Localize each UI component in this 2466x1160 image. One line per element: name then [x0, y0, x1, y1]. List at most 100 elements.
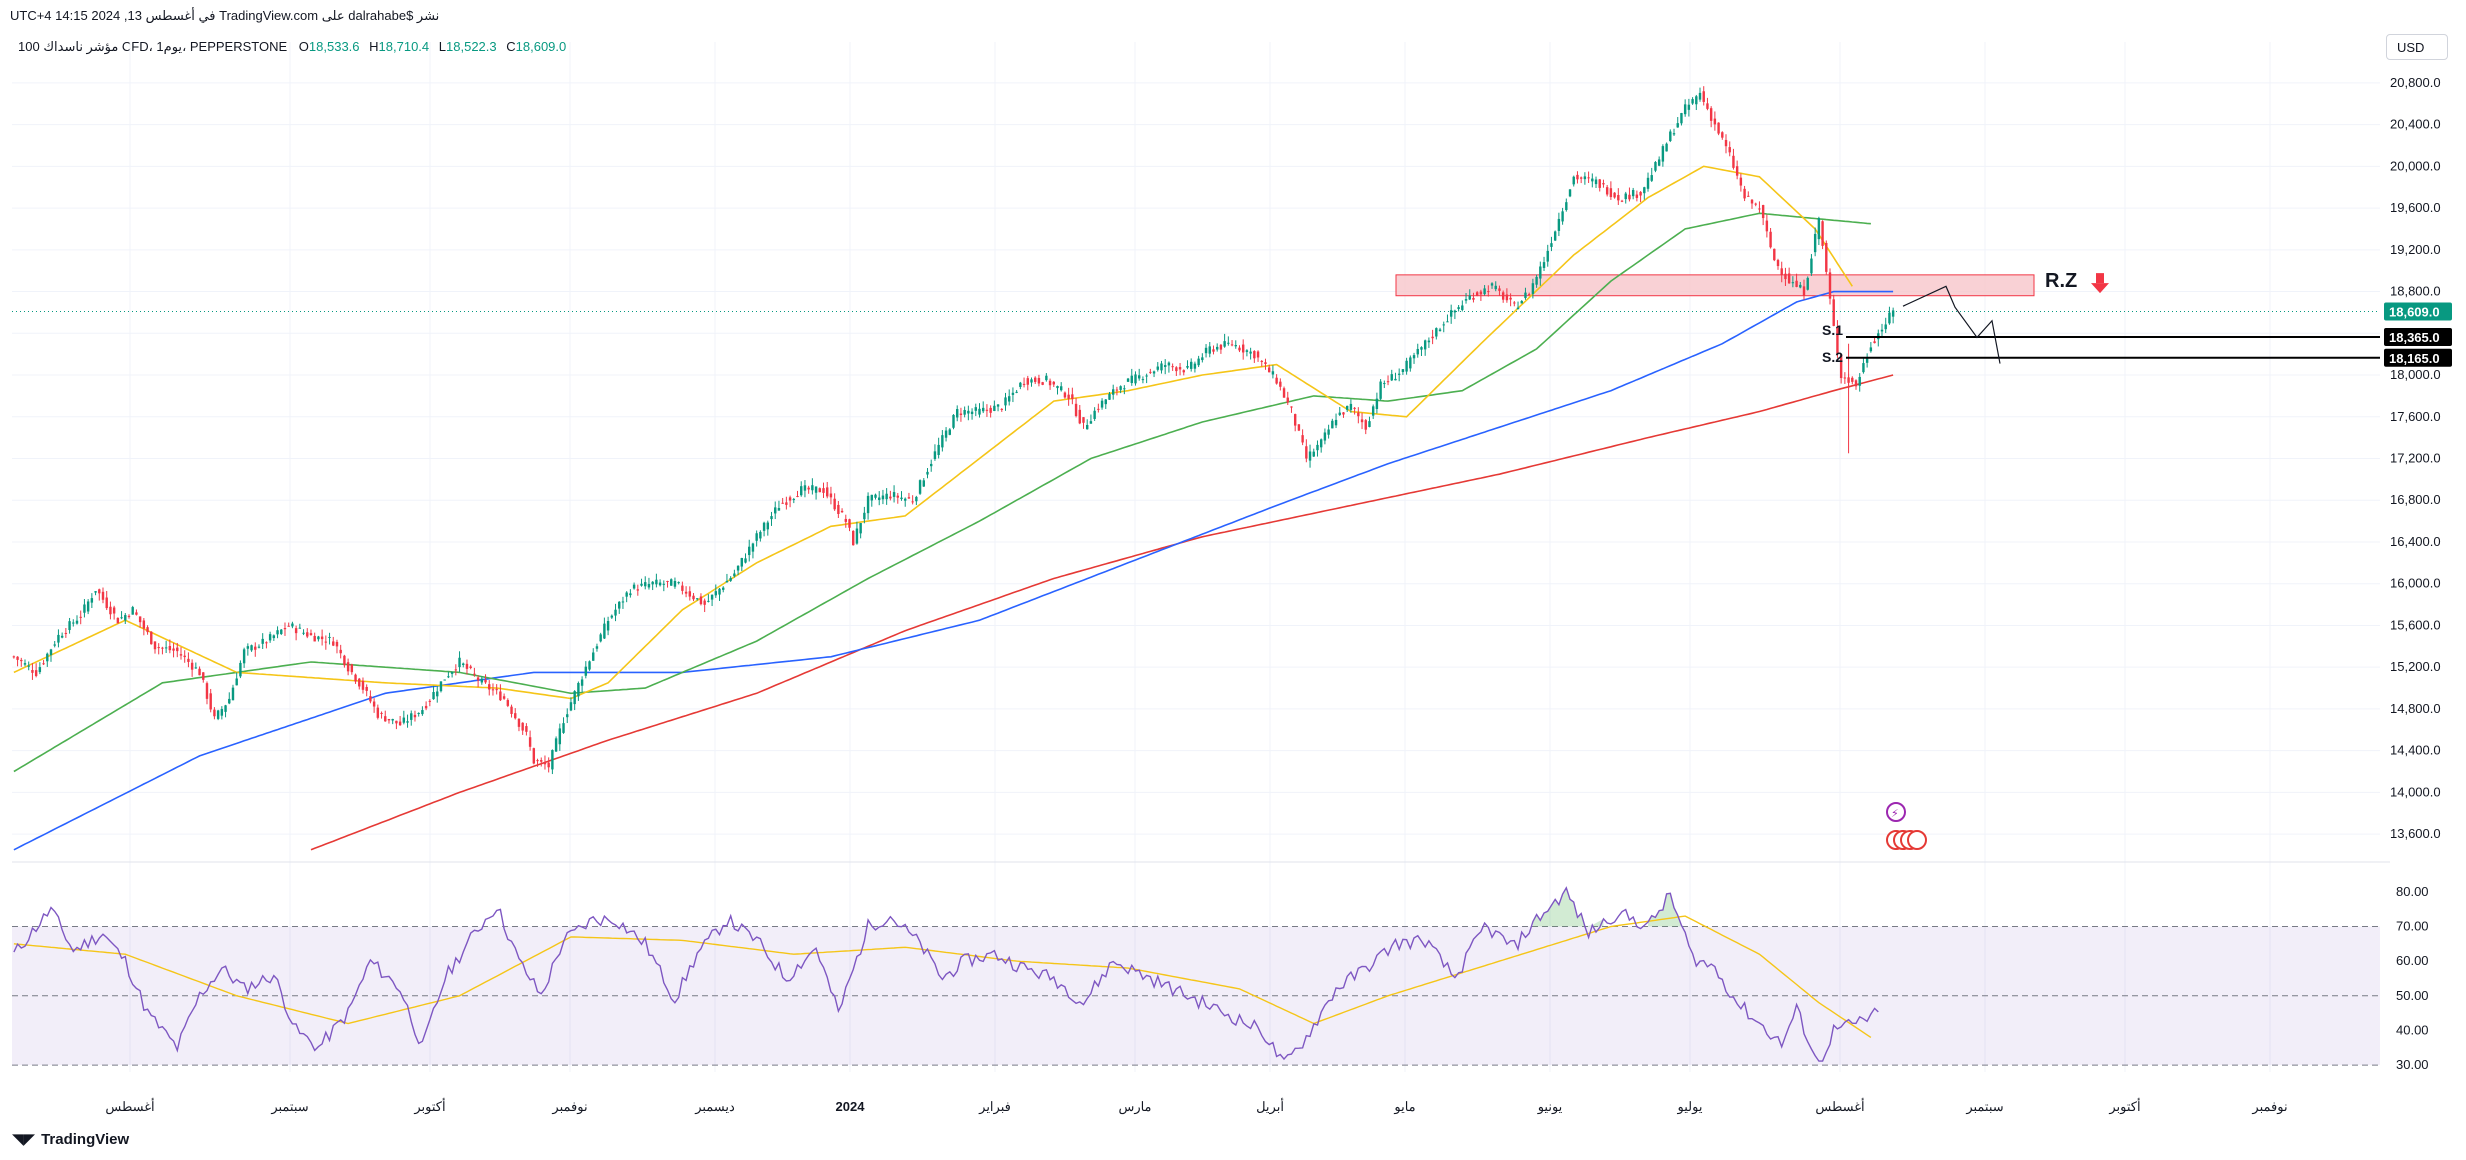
- symbol-legend[interactable]: مؤشر ناسداك 100 CFD، 1يوم، PEPPERSTONE O…: [18, 39, 572, 55]
- candle-body: [480, 678, 484, 683]
- candle: [1643, 186, 1646, 200]
- candle: [417, 712, 420, 717]
- candle-body: [242, 649, 246, 664]
- candle: [818, 487, 822, 493]
- candle: [1591, 173, 1594, 188]
- candle-body: [506, 700, 510, 706]
- candle: [1130, 368, 1133, 386]
- candle: [606, 616, 610, 636]
- candle-body: [621, 601, 625, 603]
- price-tick-label: 16,000.0: [2390, 576, 2441, 591]
- candle-body: [432, 692, 435, 700]
- candle: [1030, 377, 1033, 387]
- candle: [1813, 227, 1817, 257]
- tradingview-logo[interactable]: ◥◤ TradingView: [12, 1130, 129, 1149]
- candle: [1877, 329, 1880, 347]
- candle: [1713, 111, 1717, 131]
- price-tick-label: 17,600.0: [2390, 409, 2441, 424]
- candle: [283, 622, 287, 636]
- candle-body: [748, 546, 751, 556]
- candle: [1583, 172, 1587, 185]
- candle: [469, 664, 472, 670]
- candle-body: [707, 600, 710, 602]
- candle-body: [699, 596, 703, 605]
- candle-body: [98, 589, 101, 594]
- candle-body: [261, 638, 264, 644]
- candle-body: [852, 530, 855, 546]
- rsi-overbought-fill: [1532, 887, 1604, 927]
- candle: [848, 518, 851, 532]
- candle-body: [12, 656, 16, 658]
- candle: [302, 629, 305, 636]
- candle-body: [1241, 344, 1245, 353]
- candle: [1880, 323, 1884, 337]
- candle-body: [268, 634, 272, 641]
- candle: [918, 479, 922, 495]
- candle-body: [870, 494, 873, 501]
- candle: [1371, 404, 1375, 420]
- candle: [1085, 419, 1089, 430]
- candle: [722, 586, 725, 593]
- currency-selector[interactable]: USD: [2386, 34, 2448, 60]
- candle-body: [484, 679, 487, 683]
- candle: [1301, 429, 1304, 446]
- candle: [1286, 391, 1289, 406]
- candle-body: [176, 647, 179, 652]
- candle: [1457, 304, 1460, 312]
- candle: [1264, 358, 1267, 370]
- grid-lines: [12, 42, 2380, 1072]
- candle-body: [194, 667, 198, 669]
- candle: [1865, 353, 1869, 368]
- candle-body: [202, 672, 205, 680]
- candle-body: [781, 502, 784, 504]
- candle: [1832, 294, 1835, 327]
- candle: [1052, 381, 1055, 388]
- candle: [1680, 112, 1683, 126]
- candle: [1453, 309, 1457, 320]
- candle: [1059, 382, 1063, 392]
- candle: [1334, 413, 1338, 429]
- symbol-name[interactable]: مؤشر ناسداك 100 CFD، 1يوم، PEPPERSTONE: [18, 39, 288, 54]
- candle-body: [811, 485, 814, 491]
- candle: [164, 640, 168, 654]
- candle-body: [1761, 205, 1765, 219]
- candle: [406, 714, 409, 728]
- candle: [261, 633, 264, 649]
- candle-body: [989, 407, 992, 413]
- candle: [521, 722, 524, 735]
- candle: [1045, 373, 1048, 382]
- candle: [647, 577, 651, 590]
- candle: [1594, 176, 1598, 189]
- candle: [20, 657, 23, 667]
- candle-body: [658, 582, 662, 586]
- candle-body: [1264, 362, 1267, 364]
- candle-body: [153, 641, 157, 650]
- candle-body: [1297, 424, 1301, 431]
- candle-body: [469, 666, 472, 669]
- publish-caption: نشر $dalrahabe على TradingView.com في أغ…: [10, 8, 440, 23]
- ma-long-line: [310, 374, 1894, 851]
- candle: [510, 704, 513, 718]
- candle-body: [1152, 371, 1156, 374]
- candle: [1724, 134, 1728, 154]
- candle-body: [863, 512, 866, 520]
- price-tick-label: 18,000.0: [2390, 367, 2441, 382]
- candle: [424, 701, 428, 711]
- candle: [131, 605, 134, 615]
- candle: [1212, 345, 1215, 355]
- price-tick-label: 14,400.0: [2390, 743, 2441, 758]
- candle-body: [792, 499, 796, 501]
- candle-body: [1171, 366, 1174, 368]
- candle-body: [532, 748, 536, 764]
- candle: [179, 647, 183, 660]
- candle-body: [1275, 377, 1278, 384]
- candle: [1884, 317, 1887, 334]
- candle: [967, 405, 970, 421]
- candle: [1442, 321, 1445, 333]
- candle-body: [224, 705, 227, 712]
- candle-body: [1375, 398, 1379, 409]
- candle: [926, 468, 929, 479]
- candle: [1475, 291, 1479, 297]
- candle-body: [1186, 365, 1189, 368]
